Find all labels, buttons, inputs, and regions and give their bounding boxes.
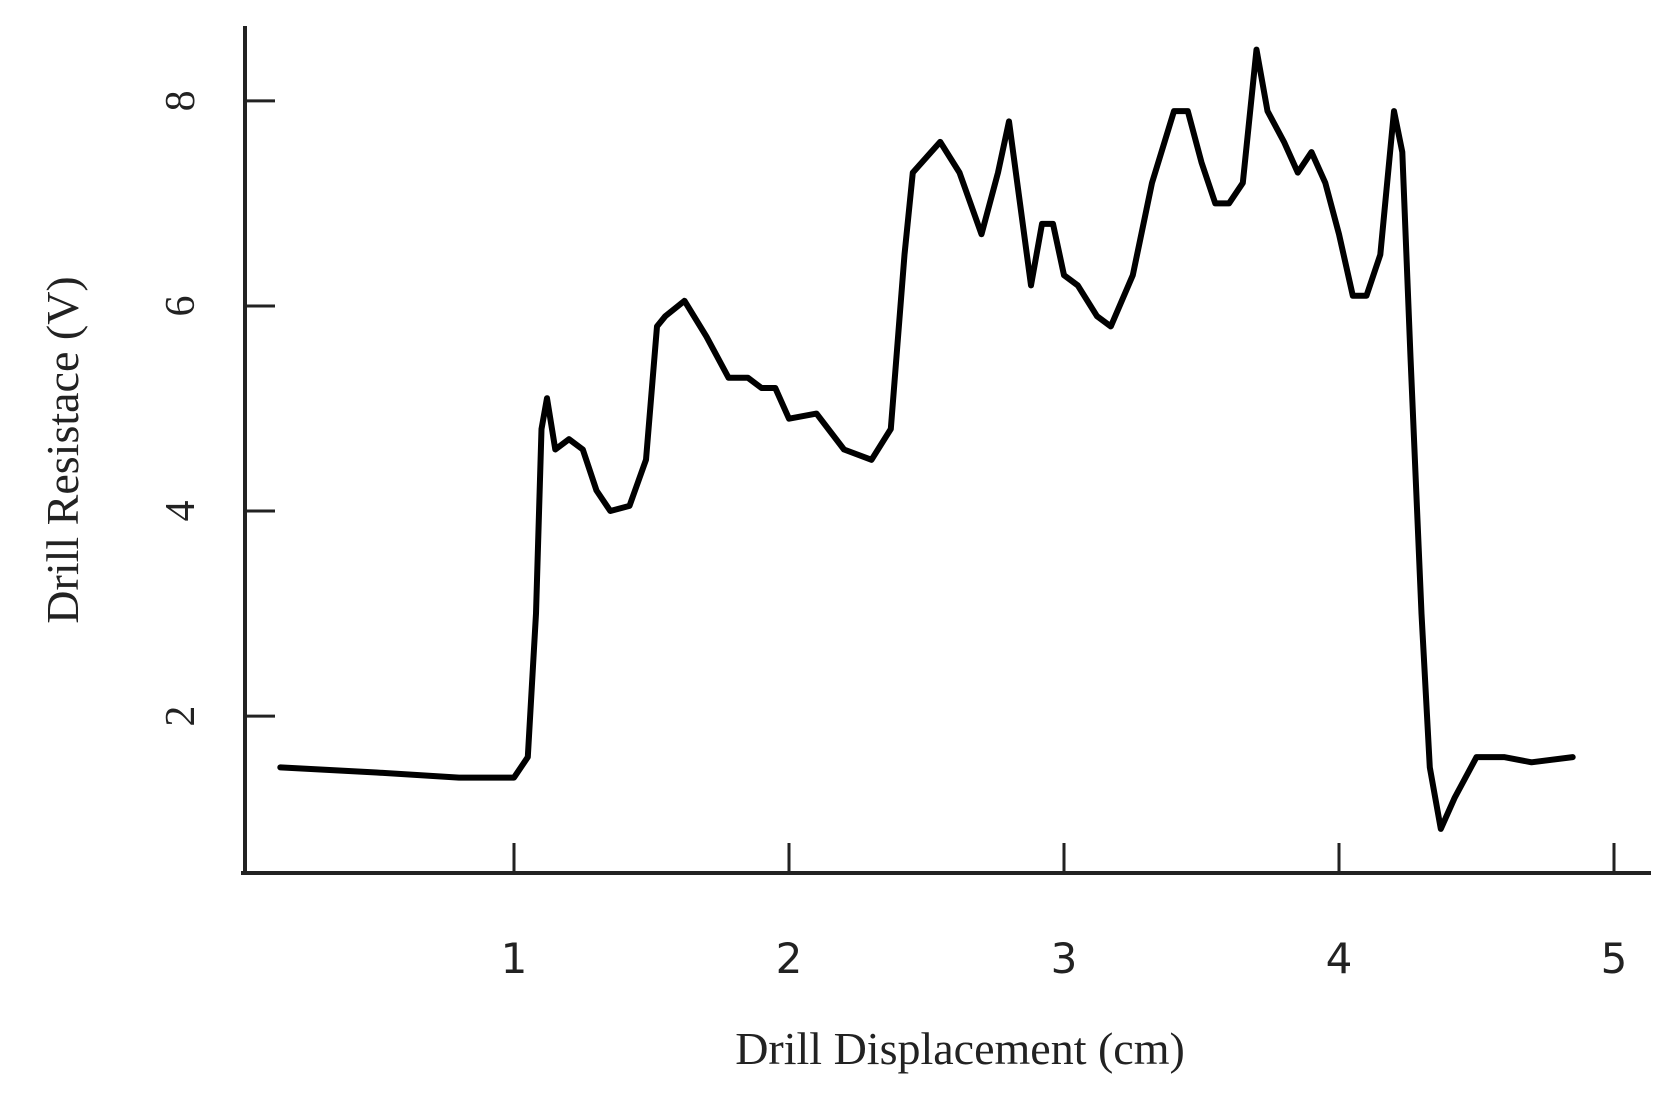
y-axis-title: Drill Resistace (V) <box>37 276 88 623</box>
y-tick-label: 2 <box>158 706 204 727</box>
x-tick-label: 3 <box>1051 934 1078 983</box>
x-axis-title: Drill Displacement (cm) <box>735 1023 1185 1074</box>
y-tick-label: 8 <box>158 90 204 111</box>
x-tick-label: 2 <box>776 934 803 983</box>
data-line <box>277 46 1576 832</box>
x-tick-label: 1 <box>501 934 528 983</box>
y-tick-label: 4 <box>158 501 204 522</box>
x-tick-label: 4 <box>1326 934 1353 983</box>
x-tick-label: 5 <box>1601 934 1628 983</box>
y-tick-label: 6 <box>158 295 204 316</box>
